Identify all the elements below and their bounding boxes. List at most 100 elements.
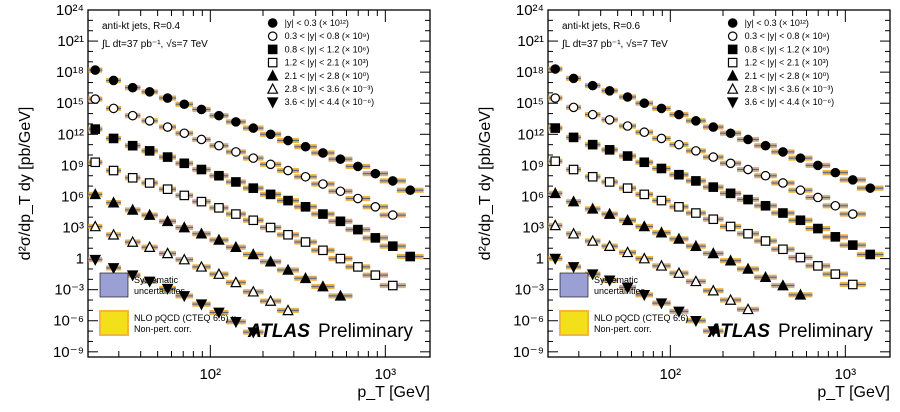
- luminosity-note: ∫L dt=37 pb⁻¹, √s=7 TeV: [101, 38, 208, 50]
- y-tick-label: 10¹⁵: [516, 95, 544, 112]
- data-point: [778, 208, 788, 218]
- data-point: [196, 164, 207, 175]
- plot-frame: [547, 9, 891, 358]
- data-point: [282, 263, 294, 275]
- data-point: [370, 270, 381, 280]
- legend-marker: [727, 31, 738, 41]
- data-point: [353, 161, 363, 172]
- data-point: [178, 291, 191, 303]
- data-point: [550, 156, 561, 167]
- preliminary-label: Preliminary: [318, 321, 414, 342]
- data-point: [708, 152, 719, 162]
- y-tick-label: 10⁶: [521, 188, 544, 205]
- data-point: [638, 252, 651, 264]
- legend-marker: [727, 18, 738, 28]
- data-point: [265, 189, 276, 200]
- data-point: [621, 282, 634, 294]
- data-point: [690, 315, 702, 328]
- data-point: [318, 179, 328, 189]
- data-point: [847, 279, 858, 290]
- data-point: [568, 132, 579, 143]
- nlo-label: NLO pQCD (CTEQ 6.6) ×: [134, 313, 236, 323]
- data-point: [655, 298, 668, 310]
- y-tick-label: 10³: [62, 220, 84, 237]
- series-1: [548, 93, 866, 219]
- data-point: [283, 135, 293, 146]
- data-point: [865, 183, 876, 193]
- data-point: [178, 221, 191, 233]
- data-point: [196, 134, 207, 145]
- data-point: [794, 288, 807, 300]
- data-point: [568, 102, 579, 113]
- data-point: [213, 233, 225, 245]
- data-point: [195, 227, 208, 239]
- data-point: [549, 219, 562, 231]
- data-point: [725, 188, 736, 199]
- data-point: [691, 146, 701, 156]
- y-axis-label: d²σ/dp_T dy [pb/GeV]: [477, 107, 494, 261]
- data-point: [656, 103, 667, 114]
- y-tick-label: 10¹²: [57, 126, 84, 143]
- data-point: [743, 194, 753, 205]
- data-point: [604, 85, 615, 96]
- data-point: [300, 141, 311, 152]
- data-point: [795, 185, 806, 196]
- data-point: [691, 176, 701, 186]
- data-point: [690, 239, 702, 251]
- x-tick-label: 10²: [199, 366, 221, 383]
- data-point: [830, 200, 841, 211]
- legend-label: 2.1 < |y| < 2.8 (× 10⁰): [285, 71, 370, 81]
- data-point: [265, 129, 276, 140]
- data-point: [179, 99, 190, 110]
- data-point: [387, 241, 398, 251]
- y-tick-label: 10²¹: [517, 33, 544, 50]
- data-point: [144, 146, 155, 156]
- data-point: [143, 240, 156, 253]
- data-point: [550, 93, 561, 103]
- data-point: [707, 284, 720, 296]
- data-point: [283, 165, 293, 176]
- systematic-label: Systematic: [594, 275, 639, 285]
- series-5: [88, 220, 299, 316]
- nlo-swatch: [559, 310, 589, 336]
- data-point: [691, 116, 701, 126]
- data-point: [708, 122, 719, 132]
- chart-panel-R04: 10⁻⁹ 10⁻⁶ 10⁻³ 1 10³ 10⁶ 10⁹ 10¹² 10¹⁵ 10¹⁸ 10²¹ 10…: [17, 2, 431, 401]
- data-point: [387, 176, 398, 186]
- y-tick-label: 10⁻⁹: [53, 344, 84, 361]
- data-point: [830, 269, 841, 279]
- data-point: [621, 213, 634, 226]
- data-point: [725, 158, 736, 169]
- series-0: [88, 65, 424, 196]
- data-point: [231, 117, 241, 127]
- data-point: [334, 289, 347, 301]
- chart-panel-R06: 10⁻⁹ 10⁻⁶ 10⁻³ 1 10³ 10⁶ 10⁹ 10¹² 10¹⁵ 10¹⁸ 10²¹ 10…: [477, 2, 891, 401]
- data-point: [90, 157, 101, 168]
- data-point: [231, 147, 241, 157]
- data-point: [162, 122, 173, 132]
- systematic-label-2: uncertainties: [594, 286, 646, 296]
- data-point: [300, 237, 311, 247]
- data-point: [638, 220, 651, 232]
- data-point: [795, 252, 806, 263]
- data-point: [161, 247, 174, 259]
- series-2: [88, 124, 424, 262]
- data-point: [370, 202, 381, 212]
- data-point: [622, 183, 633, 193]
- data-point: [724, 254, 737, 266]
- data-point: [674, 202, 684, 212]
- data-point: [639, 127, 650, 138]
- data-point: [161, 215, 174, 227]
- data-point: [387, 210, 398, 220]
- data-point: [621, 246, 634, 258]
- legend-marker: [266, 97, 279, 109]
- data-point: [724, 293, 737, 305]
- data-point: [405, 185, 416, 196]
- data-point: [673, 232, 685, 244]
- legend-label: 2.8 < |y| < 3.6 (× 10⁻³): [285, 84, 374, 94]
- data-point: [743, 164, 753, 175]
- data-point: [264, 294, 277, 306]
- data-point: [247, 327, 260, 339]
- data-point: [127, 82, 138, 93]
- data-point: [549, 253, 562, 265]
